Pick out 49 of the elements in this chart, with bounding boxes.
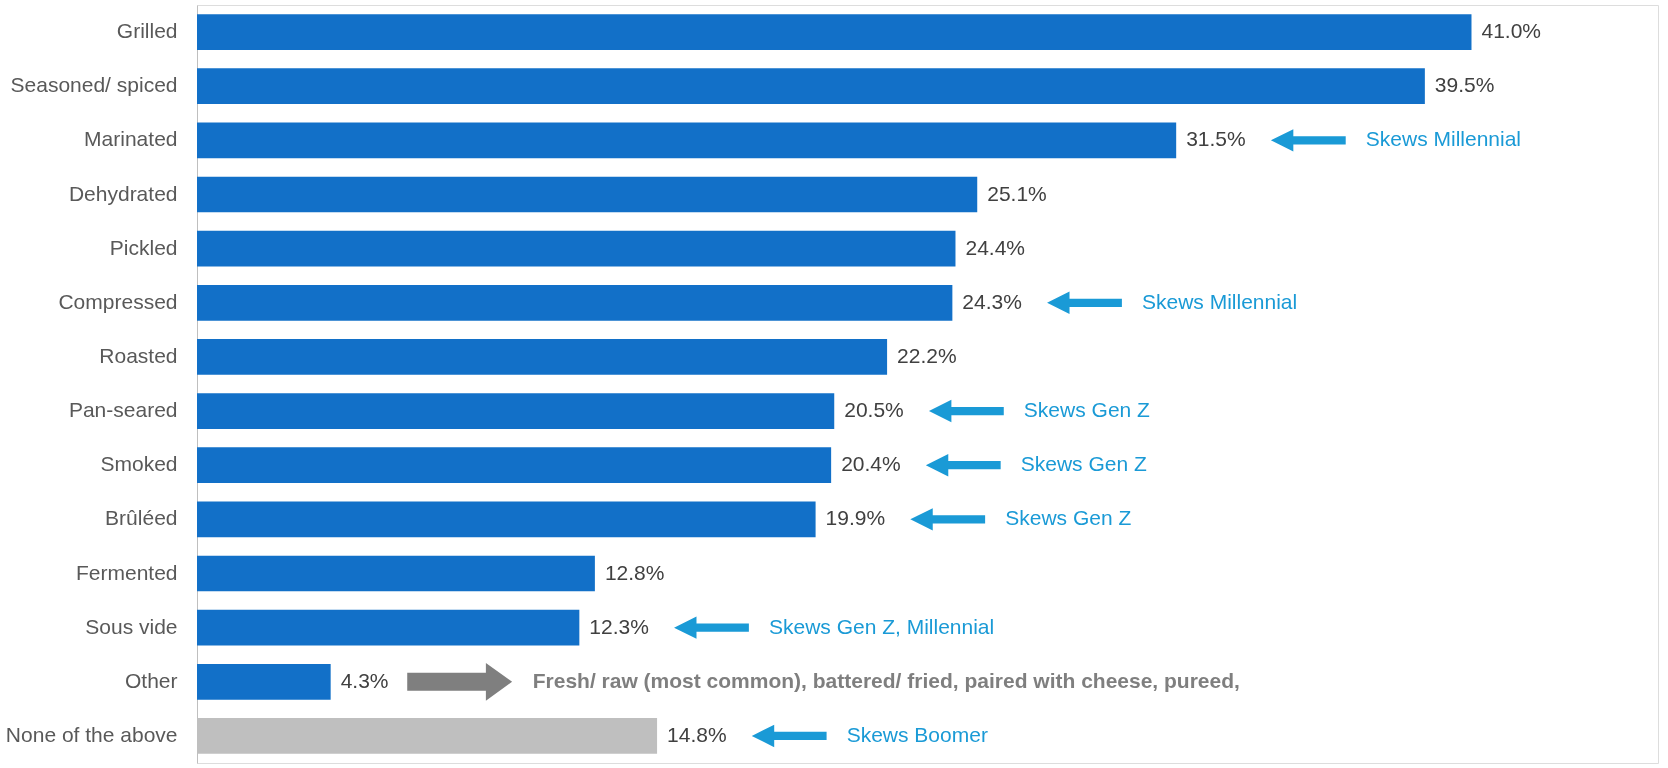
y-tick-label: Marinated xyxy=(84,127,178,151)
y-tick-label: Roasted xyxy=(99,343,178,367)
y-tick-label: Grilled xyxy=(116,19,178,43)
annotation: Fresh/ raw (most common), battered/ fried, paired with cheese, pureed, xyxy=(532,668,1240,692)
data-label: 20.4% xyxy=(841,452,901,476)
bar xyxy=(197,663,331,700)
y-tick-label: Pan-seared xyxy=(68,398,178,422)
bar xyxy=(197,447,832,484)
annotation: Skews Millennial xyxy=(1141,289,1298,313)
y-tick-label: Dehydrated xyxy=(68,181,178,205)
y-tick-label: Pickled xyxy=(109,235,178,259)
bar xyxy=(197,501,816,538)
data-label: 4.3% xyxy=(340,668,389,692)
bar xyxy=(197,609,580,646)
data-label: 41.0% xyxy=(1481,19,1542,43)
data-label: 31.5% xyxy=(1186,127,1246,151)
y-tick-label: Compressed xyxy=(58,289,178,313)
data-label: 24.4% xyxy=(965,235,1026,259)
bar xyxy=(197,393,835,429)
data-label: 14.8% xyxy=(667,722,727,746)
annotation: Skews Millennial xyxy=(1365,127,1522,151)
annotation: Skews Boomer xyxy=(846,722,988,746)
annotation: Skews Gen Z, Millennial xyxy=(768,614,995,638)
annotation: Skews Gen Z xyxy=(1023,398,1151,422)
bar xyxy=(197,284,953,321)
bar xyxy=(197,555,595,592)
data-label: 24.3% xyxy=(962,289,1022,313)
y-tick-label: Other xyxy=(124,668,178,692)
y-tick-label: Brûléed xyxy=(105,506,178,530)
bar xyxy=(197,230,956,267)
data-label: 25.1% xyxy=(987,181,1047,205)
bar xyxy=(197,176,978,213)
bar xyxy=(197,14,1472,50)
y-tick-label: Smoked xyxy=(100,452,178,476)
data-label: 39.5% xyxy=(1434,73,1495,97)
data-label: 22.2% xyxy=(897,343,957,367)
data-label: 12.8% xyxy=(604,560,665,584)
y-tick-label: Sous vide xyxy=(85,614,178,638)
y-tick-label: Fermented xyxy=(75,560,178,584)
bar xyxy=(197,339,888,375)
y-tick-label: Seasoned/ spiced xyxy=(10,73,178,97)
bar xyxy=(197,68,1425,105)
annotation: Skews Gen Z xyxy=(1005,506,1132,530)
data-label: 19.9% xyxy=(825,506,886,530)
bar xyxy=(197,122,1177,159)
y-tick-label: None of the above xyxy=(5,722,178,746)
annotation: Skews Gen Z xyxy=(1020,452,1147,476)
data-label: 20.5% xyxy=(844,398,904,422)
data-label: 12.3% xyxy=(589,614,649,638)
